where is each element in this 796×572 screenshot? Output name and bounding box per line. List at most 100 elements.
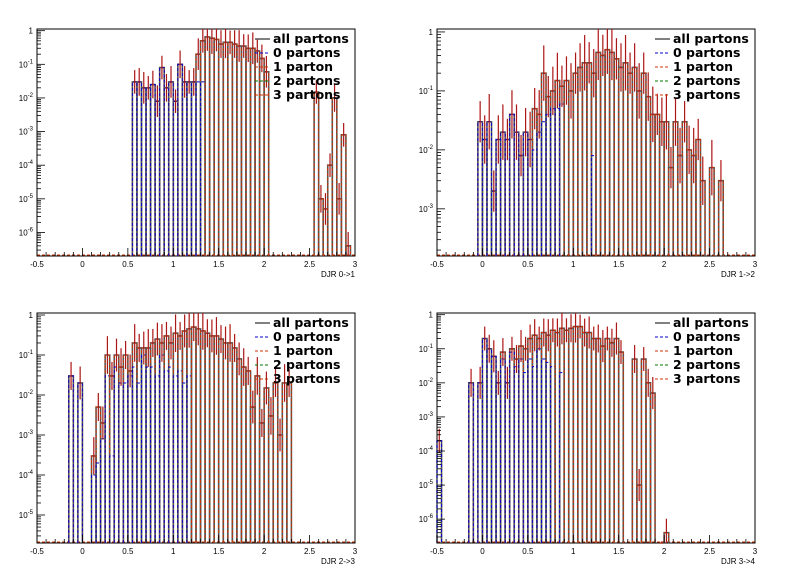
y-tick-label: 10-4	[19, 160, 34, 170]
bin-zero-partons	[436, 440, 443, 543]
x-tick-label: 1	[171, 547, 176, 556]
bin-zero-partons	[168, 366, 174, 543]
y-tick-label: 10-6	[419, 514, 434, 524]
x-tick-label: 2	[662, 547, 667, 556]
x-tick-label: 0.5	[522, 260, 534, 269]
legend-label: 2 partons	[273, 357, 341, 372]
legend-label: 3 partons	[673, 371, 741, 386]
x-tick-label: 2.5	[304, 547, 316, 556]
legend-label: 3 partons	[273, 371, 341, 386]
y-tick-label: 10-2	[419, 378, 434, 388]
x-tick-label: 3	[353, 547, 358, 556]
x-tick-label: 2.5	[304, 260, 316, 269]
legend-label: 0 partons	[673, 329, 741, 344]
legend-label: 2 partons	[273, 73, 341, 88]
x-tick-label: 3	[353, 260, 358, 269]
bin-all-partons	[649, 392, 656, 543]
bin-zero-partons	[131, 366, 138, 543]
bin-all-partons	[263, 70, 270, 256]
legend-label: 1 parton	[273, 59, 333, 74]
bin-three-partons	[340, 134, 347, 256]
x-tick-label: 0.5	[122, 260, 134, 269]
bin-zero-partons	[113, 366, 120, 543]
legend-label: all partons	[273, 31, 349, 46]
legend-label: 1 parton	[673, 59, 733, 74]
x-tick-label: 1	[571, 547, 576, 556]
histogram-bins	[68, 313, 293, 543]
legend-label: 2 partons	[673, 357, 741, 372]
x-tick-label: 1.5	[213, 260, 225, 269]
y-tick-label: 10-6	[19, 227, 34, 237]
x-tick-label: 1	[171, 260, 176, 269]
legend-label: all partons	[673, 315, 749, 330]
x-axis: -0.5 0 0.5 1 1.5 2 2.5 3	[30, 248, 358, 269]
y-tick-label: 10-2	[19, 93, 34, 103]
y-tick-label: 1	[429, 311, 434, 320]
y-tick-label: 10-4	[19, 470, 34, 480]
x-tick-label: 0.5	[522, 547, 534, 556]
y-tick-label: 10-3	[419, 412, 434, 422]
x-tick-label: 1.5	[213, 547, 225, 556]
x-tick-label: 0	[80, 260, 85, 269]
legend-label: 2 partons	[673, 73, 741, 88]
legend-label: 0 partons	[673, 45, 741, 60]
x-tick-label: 2.5	[704, 260, 716, 269]
legend-label: 3 partons	[673, 87, 741, 102]
bin-zero-partons	[122, 382, 129, 543]
histogram-bins	[131, 29, 352, 256]
y-tick-label: 10-1	[419, 344, 434, 354]
legend-label: 1 parton	[273, 343, 333, 358]
y-tick-label: 10-5	[19, 510, 34, 520]
bin-all-partons	[286, 382, 293, 543]
y-tick-label: 10-3	[419, 204, 434, 214]
y-axis: 1 10-1 10-2 10-3	[419, 28, 445, 251]
x-axis-title: DJR 2->3	[321, 557, 356, 566]
bin-all-partons	[617, 351, 625, 543]
legend-label: all partons	[673, 31, 749, 46]
histogram-panel-4: 1 10-1 10-2 10-3 10-4 10-5 10-6 -0.5 0 0.5 1 1.5 2 2.…	[419, 311, 758, 566]
y-tick-label: 10-5	[19, 194, 34, 204]
bin-three-partons	[250, 406, 256, 543]
y-tick-label: 10-1	[19, 59, 34, 69]
x-tick-label: 1	[571, 260, 576, 269]
y-tick-label: 10-1	[19, 350, 34, 360]
legend-label: 1 parton	[673, 343, 733, 358]
y-tick-label: 10-2	[419, 145, 434, 155]
bin-all-partons	[77, 382, 84, 543]
y-axis: 1 10-1 10-2 10-3 10-4 10-5 10-6	[419, 311, 445, 544]
y-tick-label: 1	[29, 311, 34, 320]
histogram-panel-3: 1 10-1 10-2 10-3 10-4 10-5 -0.5 0 0.5 1 1.5 2 2.5 3DJ…	[19, 311, 358, 566]
x-axis-title: DJR 0->1	[321, 270, 356, 279]
x-tick-label: -0.5	[30, 260, 44, 269]
bin-three-partons	[618, 351, 624, 543]
bin-three-partons	[240, 366, 247, 543]
legend-label: all partons	[273, 315, 349, 330]
x-tick-label: -0.5	[430, 260, 444, 269]
y-axis: 1 10-1 10-2 10-3 10-4 10-5 10-6	[19, 27, 45, 257]
legend-label: 0 partons	[273, 329, 341, 344]
bin-all-partons	[68, 375, 75, 543]
x-tick-label: 2	[662, 260, 667, 269]
x-tick-label: 0	[80, 547, 85, 556]
y-tick-label: 10-2	[19, 390, 34, 400]
histogram-bins	[436, 313, 670, 544]
y-tick-label: 10-3	[19, 430, 34, 440]
x-tick-label: 2	[262, 547, 267, 556]
x-tick-label: 2	[262, 260, 267, 269]
y-axis: 1 10-1 10-2 10-3 10-4 10-5	[19, 311, 45, 544]
x-axis: -0.5 0 0.5 1 1.5 2 2.5 3	[430, 248, 758, 269]
bin-zero-partons	[95, 462, 102, 543]
bin-zero-partons	[145, 366, 152, 543]
bin-zero-partons	[181, 382, 188, 543]
y-tick-label: 1	[429, 28, 434, 37]
x-tick-label: 2.5	[704, 547, 716, 556]
legend-label: 3 partons	[273, 87, 341, 102]
x-tick-label: 0.5	[122, 547, 134, 556]
bin-three-partons	[190, 326, 197, 543]
histogram-panel-1: 1 10-1 10-2 10-3 10-4 10-5 10-6 -0.5 0 0.5 1 1.5 2 2.…	[19, 27, 358, 279]
